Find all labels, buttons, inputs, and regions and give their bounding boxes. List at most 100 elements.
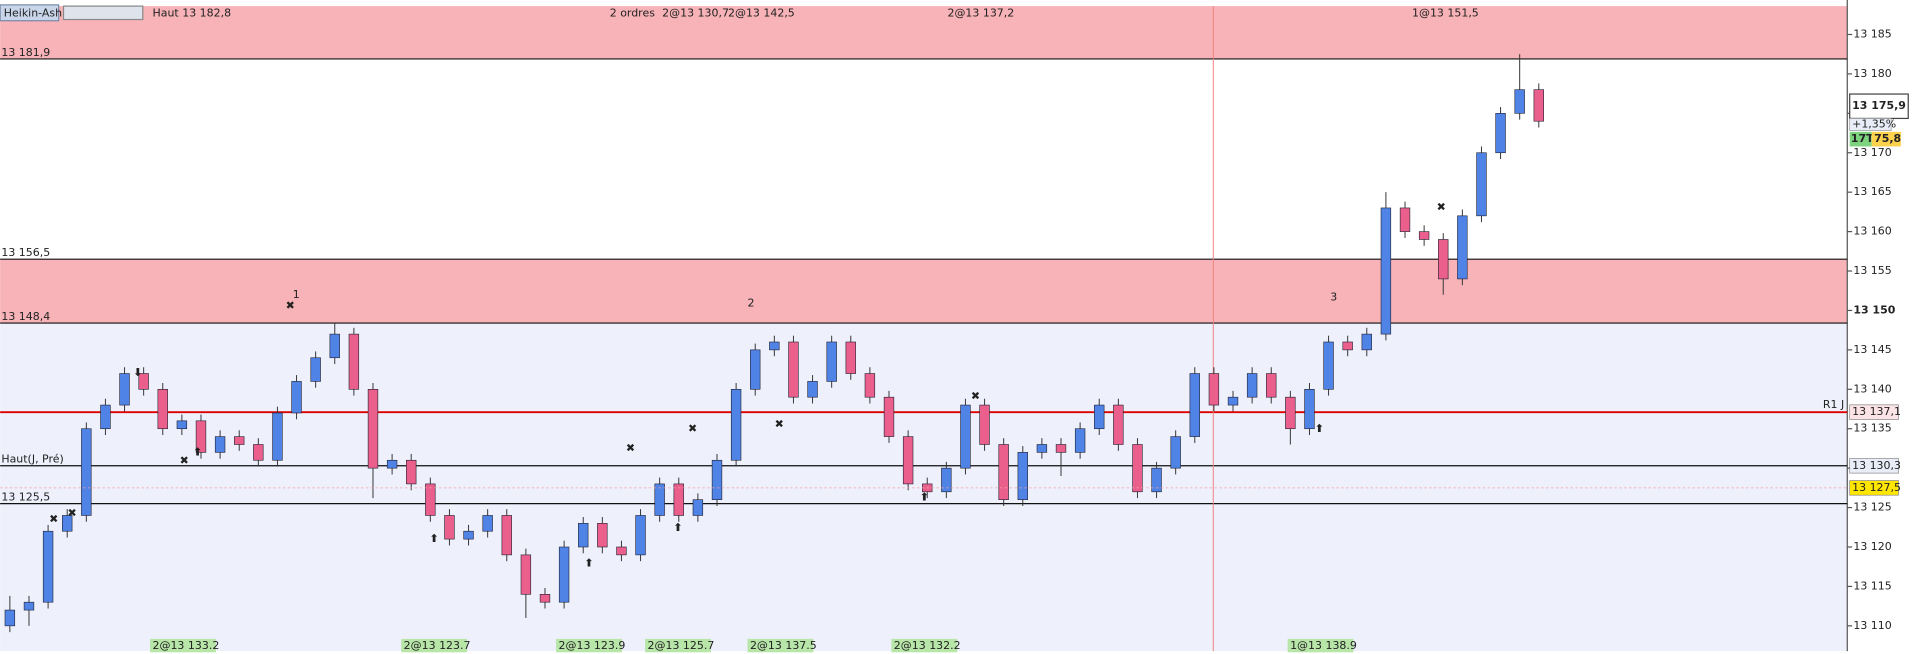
candle-body [291,381,302,414]
candle-body [597,523,608,548]
order-box [401,638,468,653]
change-box [1849,118,1892,131]
candle-body [386,459,398,469]
candle-body [272,412,283,461]
price-tag-box [1849,404,1899,420]
order-label: 2@13 132.2 [894,639,961,652]
header-text: Haut 13 182,8 [153,6,232,19]
candle-body [42,530,54,603]
last-price-label: 13 175,9 [1852,99,1906,112]
order-label: 1@13 138.9 [1290,639,1357,652]
y-tick-label: 13 125 [1853,501,1891,514]
level-label: 13 181,9 [1,46,50,59]
y-tick-label: 13 165 [1853,185,1891,198]
candle-body [4,609,16,627]
candle-body [864,373,876,398]
candle-body [826,341,837,382]
candle-body [1438,239,1449,280]
level-label: 13 156,5 [1,246,50,259]
last-price-box [1849,93,1909,120]
candle-body [348,333,360,390]
candle-body [1380,207,1392,335]
candle-body [195,420,207,453]
pivot-label: R1 J [1823,398,1844,411]
sell-marker: ✖ [49,512,58,525]
order-box [645,638,711,653]
candle-body [62,515,73,532]
candle-body [1094,404,1105,430]
sell-marker: ✖ [1437,200,1446,213]
candle-body [100,404,111,430]
candle-body [1476,152,1487,217]
candle-body [1170,436,1181,469]
order-label: 2@13 125.7 [648,639,715,652]
candle-body [501,515,512,556]
price-tag-label: 13 130,3 [1852,459,1901,472]
candle-body [635,515,646,556]
tail-box [1871,131,1901,147]
candle-body [1208,373,1220,406]
candle-body [730,388,742,461]
order-label: 2@13 137.5 [750,639,817,652]
candle-body [23,601,35,611]
volume-label: 17T [1851,132,1874,145]
toolbar[interactable] [62,5,144,21]
sell-marker: ✖ [626,442,635,455]
candle-body [654,483,665,516]
y-tick-label: 13 135 [1853,422,1891,435]
level-label: 13 125,5 [1,491,50,504]
candle-body [1323,341,1334,390]
candle-body [253,444,264,461]
candle-body [902,436,914,485]
level-label: Haut(J, Pré) [1,453,63,466]
candle-body [1036,444,1048,453]
candle-body [1399,207,1411,232]
order-box [747,638,814,653]
candle-body [769,341,780,351]
sell-marker: ✖ [67,506,76,519]
candle-body [979,404,990,445]
y-tick-label: 13 160 [1853,225,1891,238]
order-label: 2@13 123.7 [404,639,471,652]
candle-body [1514,89,1525,114]
candle-body [310,357,321,382]
candle-body [520,554,532,595]
annotation: 2 [748,297,755,310]
candle-body [81,428,92,516]
candle-body [1055,444,1067,453]
candle-body [673,483,684,516]
candle-body [444,515,455,540]
candle-body [157,388,168,430]
candle-body [1189,373,1200,437]
candle-body [1227,396,1239,406]
candle-body [788,341,799,398]
candle-body [711,459,723,500]
candle-body [1533,89,1544,122]
candle-body [1361,333,1372,351]
candle-body [883,396,895,437]
buy-arrow: ⬆ [673,521,682,534]
y-tick-label: 13 180 [1853,67,1891,80]
candle-body [1266,373,1277,398]
candle-body [1017,452,1028,500]
candle-body [578,523,589,548]
buy-marker: ✖ [775,417,784,430]
price-tag-box [1849,458,1899,474]
candle-body [1132,444,1143,493]
order-box [1287,638,1354,653]
order-label: 2@13 123.9 [559,639,626,652]
order-label: 2@13 142,5 [728,6,795,19]
buy-marker: ✖ [180,454,189,467]
candle-body [692,499,704,516]
annotation: 3 [1330,290,1337,303]
y-tick-label: 13 155 [1853,264,1891,277]
candle-body [807,381,818,398]
candle-body [406,459,417,485]
buy-arrow: ⬆ [584,556,593,569]
candle-body [1285,396,1296,430]
zone [0,6,1848,59]
candle-body [1074,428,1086,453]
title-box[interactable] [0,4,60,22]
sell-marker: ✖ [971,389,980,402]
sell-marker: ✖ [688,422,697,435]
